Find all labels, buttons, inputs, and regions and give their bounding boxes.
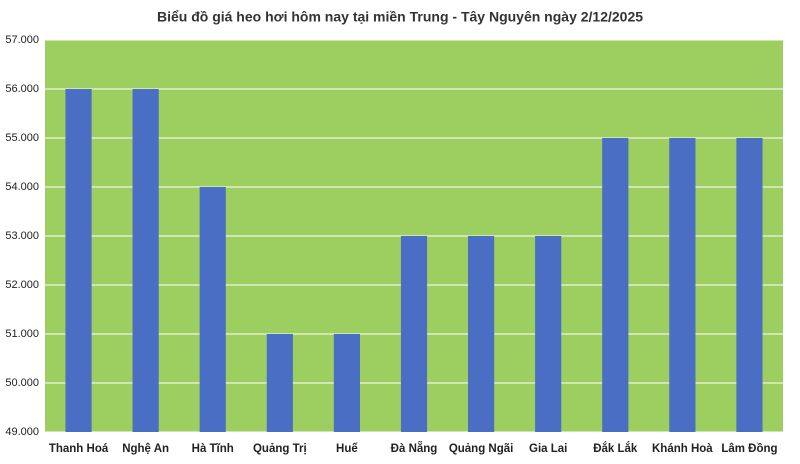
bar <box>132 89 159 432</box>
x-tick-label: Đắk Lắk <box>593 442 638 455</box>
bar <box>199 187 226 432</box>
bar <box>65 89 92 432</box>
y-tick-label: 50.000 <box>5 377 39 389</box>
y-tick-label: 49.000 <box>5 426 39 438</box>
x-tick-label: Quảng Ngãi <box>449 443 514 455</box>
bar <box>266 334 293 432</box>
y-tick-label: 55.000 <box>5 132 39 144</box>
bar <box>400 236 428 432</box>
y-tick-label: 51.000 <box>5 328 39 340</box>
y-tick-label: 52.000 <box>5 279 39 291</box>
x-tick-label: Đà Nẵng <box>391 442 438 455</box>
x-tick-label: Gia Lai <box>529 443 567 455</box>
x-tick-label: Lâm Đồng <box>721 443 777 455</box>
bar <box>468 236 495 432</box>
x-tick-label: Khánh Hoà <box>652 443 713 455</box>
bar <box>736 138 763 432</box>
y-tick-label: 53.000 <box>5 230 39 242</box>
bar <box>602 138 629 432</box>
y-tick-label: 56.000 <box>5 83 39 95</box>
bar <box>669 138 696 432</box>
x-tick-label: Huế <box>336 443 358 455</box>
chart-title: Biểu đồ giá heo hơi hôm nay tại miền Tru… <box>157 9 643 25</box>
x-tick-label: Quảng Trị <box>253 443 307 455</box>
y-tick-label: 57.000 <box>5 34 39 46</box>
x-tick-label: Nghệ An <box>122 443 169 455</box>
x-tick-label: Hà Tĩnh <box>192 443 234 455</box>
bar <box>333 334 360 432</box>
bar <box>535 236 562 432</box>
x-tick-label: Thanh Hoá <box>49 443 109 455</box>
y-tick-label: 54.000 <box>5 181 39 193</box>
